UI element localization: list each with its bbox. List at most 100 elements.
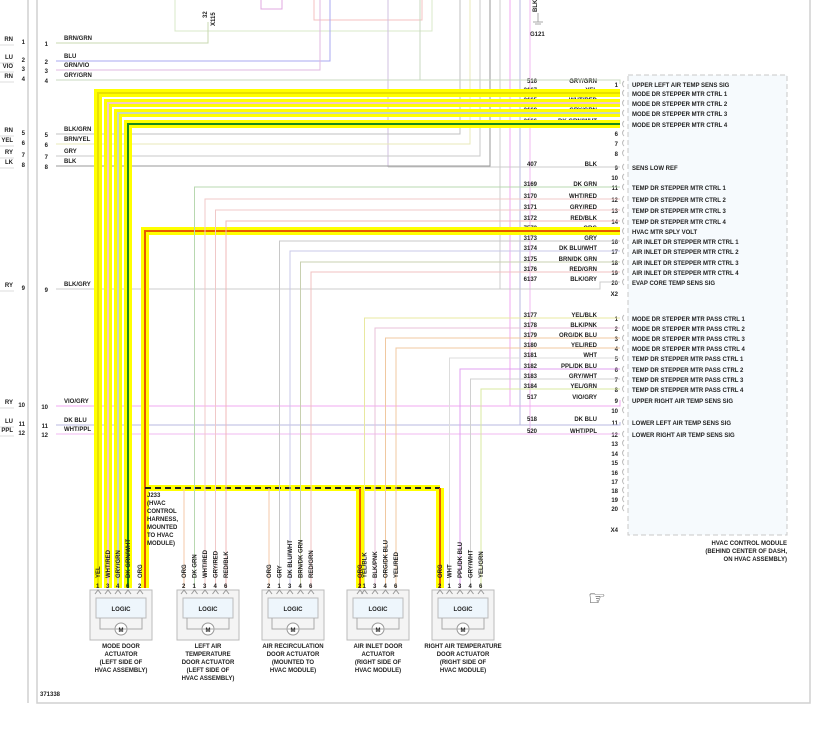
module-pin-function: TEMP DR STEPPER MTR PASS CTRL 1	[632, 357, 744, 363]
module-pin-function: MODE DR STEPPER MTR CTRL 3	[632, 112, 728, 118]
wire-color-label: GRY	[584, 236, 597, 242]
actuator-name: HVAC MODULE)	[440, 668, 486, 674]
top-component-box	[313, 0, 423, 21]
actuator-wire-color: WHT/RED	[106, 549, 112, 578]
connector-pin-icon	[371, 589, 379, 595]
wire-color-label: BLK/PNK	[570, 323, 597, 329]
left-edge-wire-label: LK	[5, 160, 14, 166]
left-connector-wire-color: BLU	[64, 54, 76, 60]
splice-name-label: X115	[211, 12, 217, 26]
circuit-number: 3171	[524, 205, 538, 211]
module-pin-function: UPPER RIGHT AIR TEMP SENS SIG	[632, 399, 733, 405]
connector-pin-icon	[622, 217, 625, 225]
splice-description: MODULE)	[147, 541, 175, 547]
actuator-wire	[374, 327, 620, 588]
motor-label: M	[376, 628, 381, 634]
left-edge-pin-label: 4	[22, 77, 26, 83]
actuator-name: TEMPERATURE	[185, 652, 230, 658]
circuit-number: 3175	[524, 257, 538, 263]
actuator-wire-color: PPL/DK BLU	[458, 542, 464, 578]
module-pin-number: 17	[611, 250, 618, 256]
module-pin-number: 20	[611, 281, 618, 287]
module-pin-function: TEMP DR STEPPER MTR PASS CTRL 2	[632, 368, 744, 374]
wire-mode-door	[117, 112, 620, 588]
wire-color-label: PPL/DK BLU	[561, 364, 597, 370]
module-pin-number: 7	[615, 378, 619, 384]
actuator	[89, 589, 153, 641]
left-connector-pin: 12	[41, 433, 48, 439]
wire-color-label: BLK/GRY	[570, 277, 597, 283]
module-pin-number: 7	[615, 142, 619, 148]
connector-pin-icon	[622, 183, 625, 191]
module-pin-number: 11	[612, 186, 619, 192]
module-pin-number: 14	[611, 452, 618, 458]
actuator	[261, 589, 325, 641]
wire-7573-org	[144, 230, 620, 588]
actuator-name: DOOR ACTUATOR	[182, 660, 235, 666]
splice-description: MOUNTED	[147, 525, 178, 531]
actuator-wire-color: YEL/BLK	[363, 552, 369, 578]
connector-pin-icon	[361, 589, 368, 595]
connector-pin-icon	[392, 589, 400, 595]
actuator-name: HVAC ASSEMBLY)	[95, 668, 148, 674]
wire-color-label: GRY/RED	[570, 205, 598, 211]
module-pin-number: 12	[611, 198, 618, 204]
actuator-wire	[310, 271, 620, 588]
splice-description: HARNESS,	[147, 517, 178, 523]
left-edge-pin-label: 1	[22, 40, 26, 46]
module-pin-function: MODE DR STEPPER MTR CTRL 4	[632, 123, 728, 129]
actuator-wire-color: GRY	[278, 565, 284, 578]
module-pin-number: 19	[611, 271, 618, 277]
left-connector-wire-color: GRY/GRN	[64, 73, 92, 79]
connector-pin-icon	[286, 589, 294, 595]
wire-brn-grn	[56, 22, 209, 44]
module-pin-function: TEMP DR STEPPER MTR PASS CTRL 3	[632, 378, 744, 384]
left-connector-pin: 8	[45, 165, 49, 171]
left-edge-pin-label: 6	[22, 141, 26, 147]
wire-517	[56, 400, 621, 407]
actuator-pin-number: 4	[384, 584, 388, 590]
module-pin-number: 12	[611, 433, 618, 439]
actuator-wire	[204, 198, 620, 588]
left-edge-wire-label: PPL	[1, 428, 13, 434]
actuator-wire	[289, 250, 620, 588]
actuator-pin-number: 3	[458, 584, 462, 590]
wire-color-label: RED/GRN	[569, 267, 597, 273]
module-pin-function: TEMP DR STEPPER MTR PASS CTRL 4	[632, 388, 744, 394]
actuator-wire-color: ORG	[138, 564, 144, 578]
module-name: HVAC CONTROL MODULE	[712, 541, 787, 547]
connector-pin-icon	[297, 589, 304, 595]
module-pin-number: 10	[611, 176, 618, 182]
connector-pin-icon	[456, 589, 464, 595]
wire-color-label: GRY/WHT	[569, 374, 597, 380]
left-edge-pin-label: 11	[19, 422, 26, 428]
actuator-pin-number: 6	[309, 584, 313, 590]
connector-pin-icon	[446, 589, 453, 595]
actuator-name: (RIGHT SIDE OF	[440, 660, 487, 666]
actuator-name: MODE DOOR	[102, 644, 140, 650]
connector-pin-icon	[382, 589, 389, 595]
motor-wire	[271, 618, 315, 630]
left-connector-wire-color: BLK	[64, 159, 77, 165]
module-location: (BEHIND CENTER OF DASH,	[705, 549, 787, 555]
actuator-wire	[385, 337, 620, 588]
actuator-pin-number: 1	[193, 584, 197, 590]
left-connector-wire	[56, 0, 421, 81]
connector-pin-icon	[276, 589, 283, 595]
ground-wire-label: BLK	[533, 0, 539, 12]
left-connector-wire-color: BLK/GRY	[64, 282, 91, 288]
left-edge-pin-label: 12	[18, 431, 25, 437]
module-pin-function: LOWER LEFT AIR TEMP SENS SIG	[632, 421, 731, 427]
left-connector-wire-color: DK BLU	[64, 418, 87, 424]
module-pin-function: SENS LOW REF	[632, 166, 678, 172]
connector-pin-icon	[622, 195, 625, 203]
actuator-name: AIR RECIRCULATION	[262, 644, 323, 650]
connector-pin-icon	[622, 449, 625, 457]
connector-pin-icon	[622, 354, 625, 362]
motor-wire	[356, 618, 400, 630]
connector-pin-icon	[201, 589, 209, 595]
actuator-name: (MOUNTED TO	[272, 660, 315, 666]
actuator-pin-number: 1	[278, 584, 282, 590]
wire-color-label: BLK	[585, 162, 598, 168]
logic-label: LOGIC	[454, 607, 474, 613]
